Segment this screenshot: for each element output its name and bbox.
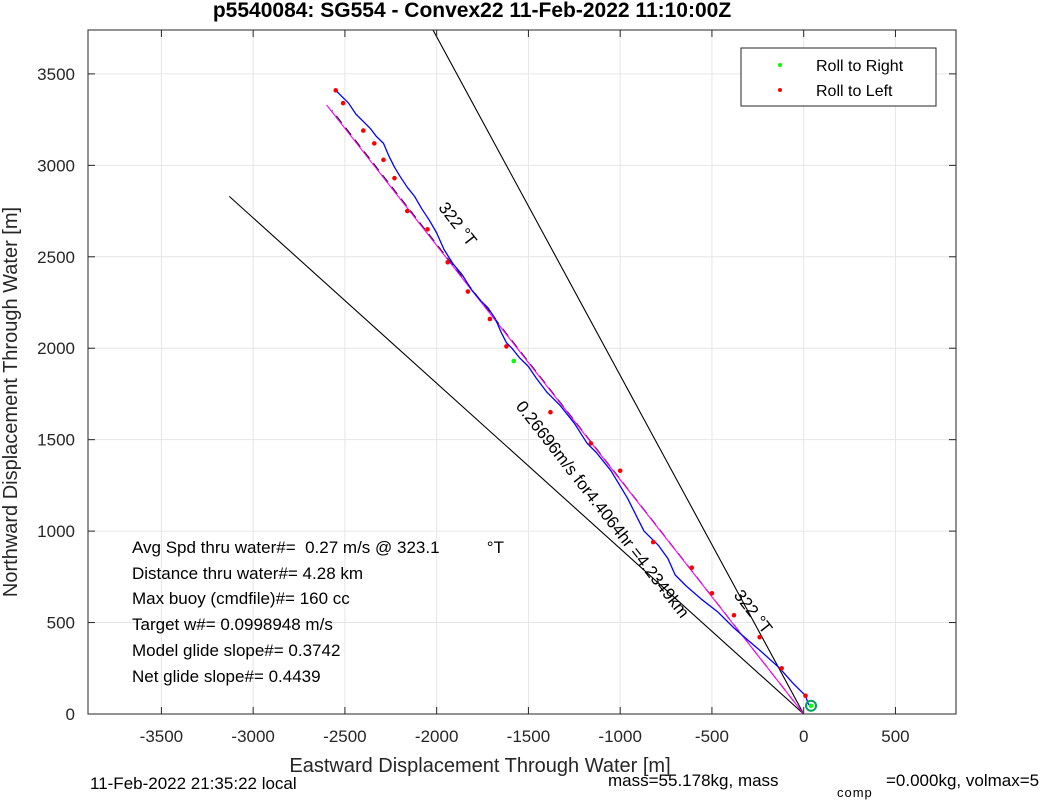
x-tick-label: -3000: [231, 727, 274, 746]
plot-area: [88, 30, 956, 714]
roll-left-point: [381, 157, 386, 163]
roll-left-point: [333, 88, 339, 93]
legend-marker-roll-right: [778, 63, 782, 67]
roll-left-point: [650, 539, 656, 545]
y-tick-label: 3500: [37, 65, 75, 84]
footer-mass-info: mass=55.178kg, mass comp =0.000kg, volma…: [608, 771, 1039, 800]
x-tick-label: -3500: [140, 727, 183, 746]
x-tick-label: -500: [695, 727, 729, 746]
roll-left-point: [360, 128, 366, 133]
series-line: [326, 104, 805, 714]
x-tick-label: 500: [881, 727, 909, 746]
roll-right-point: [511, 358, 517, 364]
series-line: [228, 195, 805, 714]
x-tick-label: -2500: [323, 727, 366, 746]
y-tick-label: 500: [47, 614, 75, 633]
roll-left-point: [803, 693, 808, 699]
roll-right-point: [808, 703, 814, 709]
footer-local-time: 11-Feb-2022 21:35:22 local: [90, 774, 297, 793]
roll-left-point: [588, 441, 594, 446]
annotation-net-glide: Net glide slope#= 0.4439: [132, 667, 321, 686]
roll-left-point: [425, 227, 430, 232]
chart-title: p5540084: SG554 - Convex22 11-Feb-2022 1…: [213, 0, 731, 22]
legend-marker-roll-left: [778, 88, 782, 92]
roll-left-point: [779, 665, 784, 671]
annotation-distance: Distance thru water#= 4.28 km: [132, 564, 363, 583]
footer-mass-subscript: comp: [837, 785, 873, 800]
roll-left-point: [392, 175, 397, 181]
annotation-model-glide: Model glide slope#= 0.3742: [132, 641, 340, 660]
y-tick-label: 1500: [37, 431, 75, 450]
roll-left-point: [548, 409, 553, 415]
roll-left-point: [465, 289, 471, 294]
y-tick-label: 2000: [37, 339, 75, 358]
annotation-max-buoy: Max buoy (cmdfile)#= 160 cc: [132, 589, 350, 608]
x-axis-label: Eastward Displacement Through Water [m]: [289, 755, 670, 777]
x-tick-label: -2000: [415, 727, 458, 746]
roll-left-point: [689, 565, 695, 570]
x-tick-label: -1500: [507, 727, 550, 746]
start-marker: [805, 699, 818, 712]
roll-left-point: [371, 141, 377, 146]
y-tick-label: 3000: [37, 156, 75, 175]
y-tick-label: 0: [66, 705, 75, 724]
y-tick-label: 1000: [37, 522, 75, 541]
axes-box: [87, 29, 957, 715]
roll-left-point: [405, 208, 410, 214]
roll-left-point: [617, 468, 623, 474]
annotation-target-w: Target w#= 0.0998948 m/s: [132, 615, 333, 634]
y-tick-label: 2500: [37, 248, 75, 267]
roll-left-point: [504, 344, 509, 349]
series-line: [432, 30, 805, 714]
stats-annotation-block: Avg Spd thru water#= 0.27 m/s @ 323.1 °T…: [132, 538, 504, 686]
roll-left-point: [731, 612, 737, 618]
x-tick-label: 0: [799, 727, 808, 746]
legend: Roll to Right Roll to Left: [740, 47, 937, 107]
roll-left-point: [709, 590, 715, 596]
roll-left-point: [445, 259, 450, 265]
footer-mass-text: mass=55.178kg, mass: [608, 771, 779, 790]
legend-box: [740, 47, 937, 107]
legend-label-roll-left: Roll to Left: [816, 83, 893, 100]
roll-left-point: [340, 100, 346, 106]
annotation-avg-speed: Avg Spd thru water#= 0.27 m/s @ 323.1 °T: [132, 538, 504, 557]
footer-volmax-text: =0.000kg, volmax=5: [886, 771, 1039, 790]
legend-label-roll-right: Roll to Right: [816, 58, 904, 75]
x-tick-label: -1000: [598, 727, 641, 746]
roll-left-point: [757, 634, 762, 640]
y-axis-label: Northward Displacement Through Water [m]: [0, 207, 22, 597]
series-line: [335, 89, 812, 708]
roll-left-point: [487, 316, 493, 322]
